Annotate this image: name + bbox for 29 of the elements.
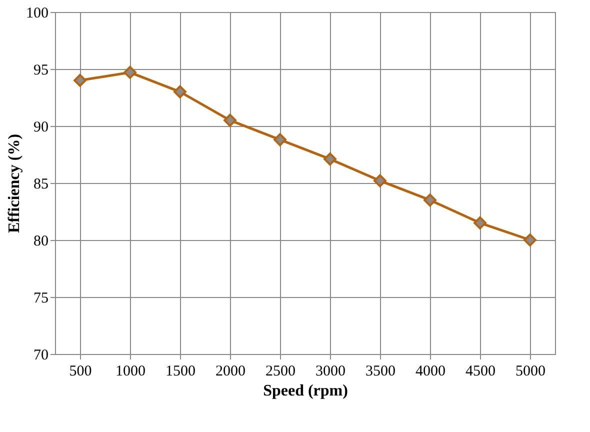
point — [124, 66, 136, 79]
x-tick-label: 4000 — [416, 364, 446, 380]
x-tick-label: 2500 — [266, 364, 296, 380]
point — [474, 216, 486, 230]
point — [74, 74, 86, 87]
x-tick-label: 500 — [69, 364, 92, 380]
x-tick-label: 1500 — [166, 364, 196, 380]
point — [374, 174, 386, 188]
y-tick-label: 70 — [34, 348, 48, 364]
y-tick-label: 80 — [34, 234, 48, 250]
point — [274, 133, 286, 146]
y-axis-title: Efficiency (%) — [6, 134, 23, 234]
point — [174, 85, 186, 98]
x-axis-title: Speed (rpm) — [263, 382, 348, 400]
x-tick-label: 3000 — [316, 364, 346, 380]
x-tick-label: 5000 — [516, 364, 546, 380]
point — [424, 194, 436, 207]
x-tick-label: 2000 — [216, 364, 246, 380]
x-tick-label: 3500 — [366, 364, 396, 380]
y-tick-label: 75 — [34, 290, 48, 306]
y-tick-label: 90 — [34, 120, 48, 136]
point — [324, 152, 336, 166]
y-tick-label: 95 — [34, 62, 48, 78]
point — [524, 234, 536, 246]
x-tick-label: 1000 — [116, 364, 146, 380]
point — [224, 114, 236, 127]
y-tick-label: 100 — [26, 6, 48, 22]
x-tick-label: 4500 — [466, 364, 496, 380]
y-tick-label: 85 — [34, 176, 48, 192]
